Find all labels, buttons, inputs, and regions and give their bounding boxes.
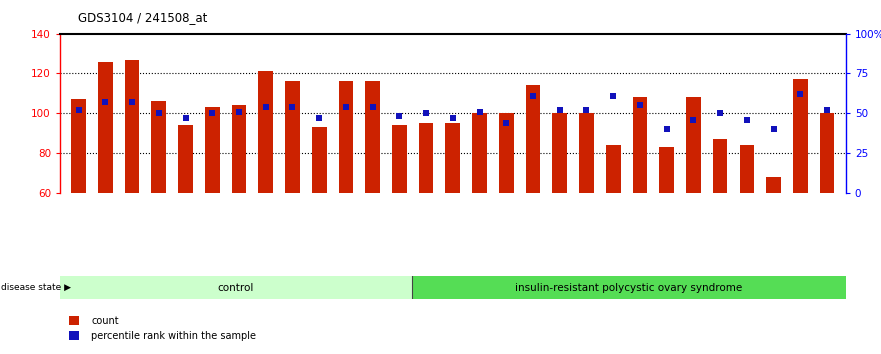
Point xyxy=(99,99,113,105)
Point xyxy=(526,93,540,98)
Point xyxy=(606,93,620,98)
Point xyxy=(71,107,85,113)
Point xyxy=(179,115,193,121)
Bar xyxy=(499,113,514,193)
Bar xyxy=(739,145,754,193)
Bar xyxy=(392,125,407,193)
Point xyxy=(766,126,781,132)
Bar xyxy=(552,113,567,193)
Point xyxy=(312,115,326,121)
Point xyxy=(419,110,433,116)
Bar xyxy=(606,145,620,193)
Bar xyxy=(418,123,433,193)
Point xyxy=(552,107,566,113)
Bar xyxy=(71,99,86,193)
Bar xyxy=(178,125,193,193)
Point xyxy=(232,109,246,115)
Point xyxy=(633,103,647,108)
Point xyxy=(446,115,460,121)
Bar xyxy=(633,97,648,193)
Bar xyxy=(579,113,594,193)
Bar xyxy=(98,62,113,193)
Point xyxy=(152,110,166,116)
Point xyxy=(686,117,700,122)
Point xyxy=(820,107,834,113)
Bar xyxy=(152,101,167,193)
Bar xyxy=(766,177,781,193)
Point xyxy=(660,126,674,132)
Bar xyxy=(793,79,808,193)
Bar xyxy=(338,81,353,193)
Point xyxy=(793,91,807,97)
Bar xyxy=(446,123,460,193)
Text: count: count xyxy=(92,316,119,326)
Point xyxy=(205,110,219,116)
Point xyxy=(580,107,594,113)
Point xyxy=(339,104,353,110)
Bar xyxy=(69,331,79,340)
Bar xyxy=(819,113,834,193)
Bar xyxy=(412,276,846,299)
Bar xyxy=(526,85,540,193)
Bar xyxy=(472,113,487,193)
Point xyxy=(285,104,300,110)
Bar xyxy=(659,147,674,193)
Bar xyxy=(686,97,700,193)
Bar xyxy=(205,107,219,193)
Bar xyxy=(312,127,327,193)
Point xyxy=(500,120,514,126)
Text: GDS3104 / 241508_at: GDS3104 / 241508_at xyxy=(78,11,207,24)
Bar xyxy=(713,139,728,193)
Bar xyxy=(60,276,412,299)
Point xyxy=(259,104,273,110)
Bar xyxy=(69,316,79,325)
Point xyxy=(392,114,406,119)
Bar xyxy=(125,59,139,193)
Bar xyxy=(232,105,247,193)
Point xyxy=(740,117,754,122)
Point xyxy=(125,99,139,105)
Bar xyxy=(258,72,273,193)
Point xyxy=(472,109,486,115)
Bar xyxy=(285,81,300,193)
Text: percentile rank within the sample: percentile rank within the sample xyxy=(92,331,256,341)
Text: control: control xyxy=(218,282,255,293)
Text: disease state ▶: disease state ▶ xyxy=(1,283,70,292)
Bar xyxy=(366,81,380,193)
Point xyxy=(366,104,380,110)
Text: insulin-resistant polycystic ovary syndrome: insulin-resistant polycystic ovary syndr… xyxy=(515,282,743,293)
Point xyxy=(713,110,727,116)
